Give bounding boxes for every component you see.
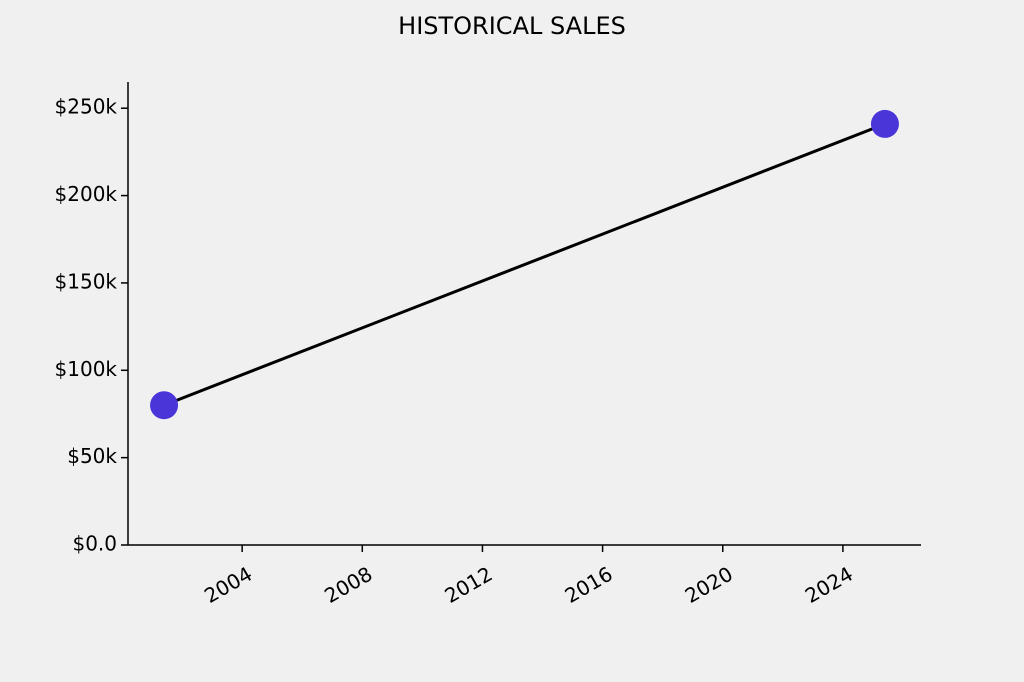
line — [163, 122, 886, 407]
x-tick-label: 2016 — [561, 562, 617, 608]
y-tick-label: $200k — [55, 182, 118, 206]
y-tick-label: $250k — [55, 95, 118, 119]
x-tick-label: 2024 — [801, 562, 857, 608]
x-tick-label: 2012 — [440, 562, 496, 608]
y-tick-label: $100k — [55, 357, 118, 381]
x-tick-label: 2004 — [200, 562, 256, 608]
marker — [150, 391, 179, 420]
y-tick-label: $50k — [67, 444, 117, 468]
x-tick-label: 2008 — [320, 562, 376, 608]
chart-title: HISTORICAL SALES — [398, 12, 626, 40]
y-tick-label: $150k — [55, 269, 118, 293]
x-tick-label: 2020 — [681, 562, 737, 608]
y-tick-label: $0.0 — [72, 532, 117, 556]
marker — [870, 109, 899, 138]
